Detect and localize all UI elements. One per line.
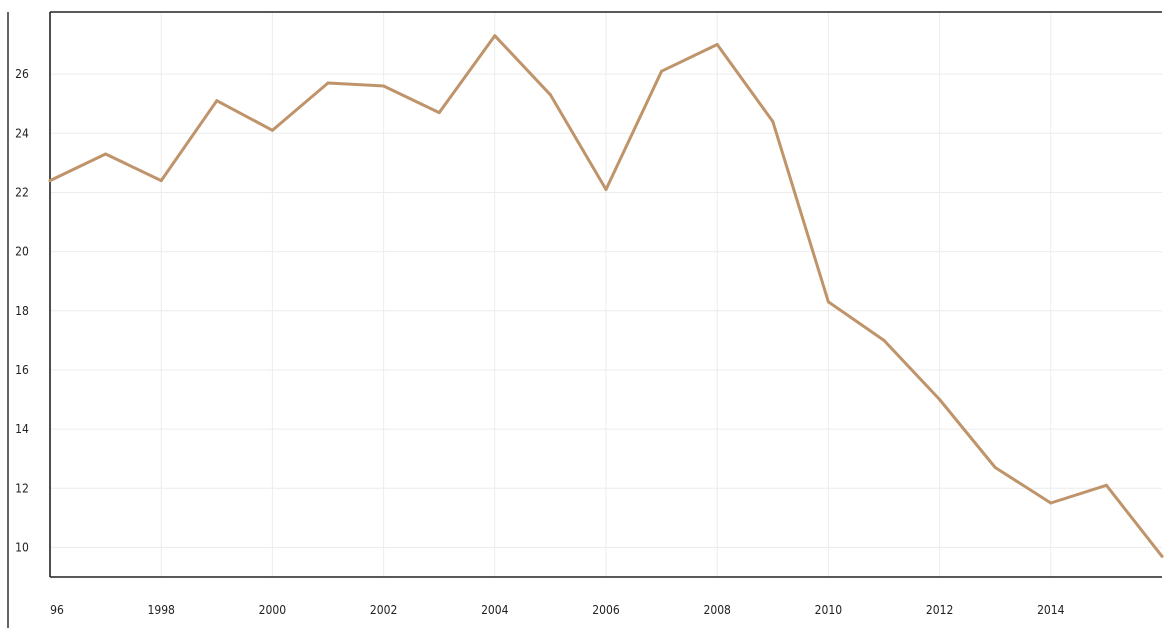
data-point <box>548 93 552 97</box>
x-tick-label: 2000 <box>259 603 287 617</box>
y-tick-label: 10 <box>15 540 29 554</box>
axes <box>7 11 1162 628</box>
data-point <box>270 128 274 132</box>
data-point <box>159 179 163 183</box>
grid-lines <box>50 12 1162 577</box>
data-point <box>771 120 775 123</box>
data-point <box>826 300 830 304</box>
x-tick-label: 2004 <box>481 603 509 617</box>
y-tick-label: 26 <box>15 67 29 81</box>
y-tick-label: 16 <box>15 363 29 377</box>
x-tick-label: 2010 <box>815 603 843 617</box>
tick-labels: 10 12 14 16 18 20 22 24 26 96 1998 2000 2002 2004 2006… <box>15 67 1065 617</box>
y-tick-label: 12 <box>15 481 29 495</box>
y-tick-label: 24 <box>15 126 29 140</box>
data-point <box>215 99 219 103</box>
data-point <box>104 152 108 156</box>
y-tick-label: 20 <box>15 245 29 259</box>
x-tick-label: 2012 <box>926 603 953 617</box>
data-point <box>1160 554 1164 558</box>
data-point <box>993 466 997 469</box>
x-tick-label: 2014 <box>1037 603 1065 617</box>
x-tick-label: 2006 <box>592 603 620 617</box>
x-tick-label: 2002 <box>370 603 397 617</box>
data-point <box>1049 501 1053 505</box>
data-point <box>715 43 719 46</box>
x-tick-label: 2008 <box>703 603 731 617</box>
x-tick-label: 96 <box>50 603 64 617</box>
y-tick-label: 18 <box>15 304 29 318</box>
x-tick-label: 1998 <box>147 603 175 617</box>
data-point <box>660 69 664 73</box>
series-layer <box>48 34 1164 558</box>
y-tick-label: 22 <box>15 185 29 199</box>
data-point <box>938 398 942 401</box>
data-point <box>48 179 52 183</box>
data-point <box>437 111 441 115</box>
data-point <box>382 84 386 88</box>
data-point <box>326 81 330 85</box>
data-point <box>604 188 608 191</box>
data-point <box>882 338 886 342</box>
y-tick-label: 14 <box>15 422 29 436</box>
data-point <box>493 34 497 38</box>
data-point <box>1104 483 1108 487</box>
